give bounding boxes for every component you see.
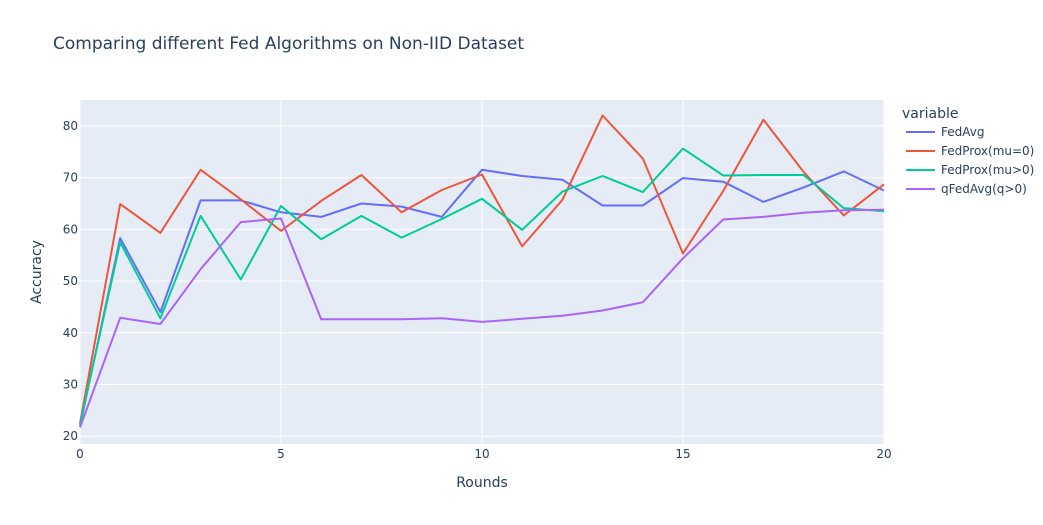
x-tick-label: 20 — [876, 447, 891, 461]
legend-item-label[interactable]: FedAvg — [941, 125, 984, 139]
y-tick-label: 20 — [63, 429, 78, 443]
chart-title: Comparing different Fed Algorithms on No… — [53, 34, 525, 54]
y-axis-ticks: 20 30 40 50 60 70 80 — [63, 119, 78, 443]
y-tick-label: 60 — [63, 222, 78, 236]
gridlines — [79, 100, 885, 444]
y-tick-label: 30 — [63, 378, 78, 392]
series-line — [79, 208, 885, 428]
legend-title: variable — [902, 106, 958, 122]
y-tick-label: 50 — [63, 274, 78, 288]
legend: variable FedAvg FedProx(mu=0) FedProx(mu>0… — [902, 106, 1034, 196]
series-line — [79, 168, 885, 427]
x-tick-label: 15 — [675, 447, 690, 461]
series-line — [79, 114, 885, 424]
series-line — [79, 147, 885, 425]
x-axis-ticks: 0 5 10 15 20 — [76, 447, 891, 461]
series-lines — [79, 114, 885, 428]
y-tick-label: 70 — [63, 171, 78, 185]
y-tick-label: 80 — [63, 119, 78, 133]
y-axis-title: Accuracy — [29, 240, 45, 304]
legend-item-label[interactable]: qFedAvg(q>0) — [941, 182, 1027, 196]
y-tick-label: 40 — [63, 326, 78, 340]
x-tick-label: 10 — [474, 447, 489, 461]
legend-item-label[interactable]: FedProx(mu>0) — [941, 163, 1034, 177]
x-tick-label: 5 — [277, 447, 285, 461]
x-axis-title: Rounds — [456, 475, 508, 491]
x-tick-label: 0 — [76, 447, 84, 461]
legend-item-label[interactable]: FedProx(mu=0) — [941, 144, 1034, 158]
